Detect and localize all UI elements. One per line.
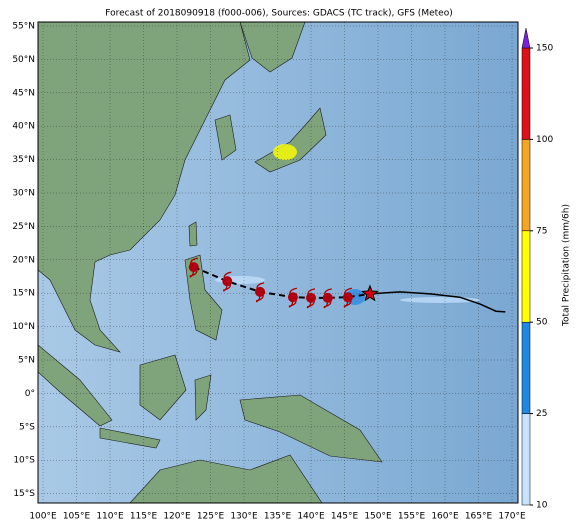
track-point bbox=[255, 286, 266, 297]
lat-label: 15°S bbox=[13, 489, 35, 499]
lat-label: 30°N bbox=[12, 189, 35, 199]
lat-label: 10°S bbox=[13, 456, 35, 466]
colorbar-tick-label: 50 bbox=[536, 318, 548, 328]
lon-label: 130°E bbox=[230, 512, 258, 522]
colorbar-tick-label: 75 bbox=[536, 226, 547, 236]
lat-label: 5°S bbox=[19, 422, 35, 432]
lon-label: 160°E bbox=[431, 512, 459, 522]
lat-label: 40°N bbox=[12, 122, 35, 132]
map-frame bbox=[37, 21, 519, 504]
lon-label: 155°E bbox=[398, 512, 426, 522]
lat-label: 35°N bbox=[12, 155, 35, 165]
forecast-track bbox=[369, 291, 506, 313]
lat-label: 45°N bbox=[12, 88, 35, 98]
colorbar-segment bbox=[521, 321, 531, 414]
track-point bbox=[322, 292, 333, 303]
map-title: Forecast of 2018090918 (f000-006), Sourc… bbox=[105, 9, 452, 19]
lon-label: 140°E bbox=[297, 512, 325, 522]
colorbar-tick-label: 100 bbox=[536, 135, 553, 145]
lon-label: 165°E bbox=[465, 512, 493, 522]
colorbar-extension bbox=[521, 27, 531, 49]
track-point bbox=[222, 276, 233, 287]
colorbar-tick-label: 150 bbox=[536, 44, 553, 54]
colorbar-segment bbox=[521, 413, 531, 506]
lat-label: 0° bbox=[25, 389, 35, 399]
colorbar-segment bbox=[521, 47, 531, 140]
track-point bbox=[306, 292, 316, 303]
lon-label: 115°E bbox=[130, 512, 158, 522]
lon-label: 145°E bbox=[331, 512, 359, 522]
lat-label: 5°N bbox=[18, 356, 35, 366]
lon-label: 120°E bbox=[163, 512, 191, 522]
track-point bbox=[342, 292, 353, 303]
land bbox=[38, 22, 480, 503]
track-point bbox=[188, 262, 199, 273]
lat-label: 50°N bbox=[12, 55, 35, 65]
lon-label: 135°E bbox=[264, 512, 292, 522]
lon-label: 100°E bbox=[29, 512, 57, 522]
colorbar-tick-label: 10 bbox=[536, 501, 548, 511]
colorbar-label: Total Precipitation (mm/6h) bbox=[562, 204, 572, 327]
lat-label: 10°N bbox=[12, 322, 35, 332]
lon-label: 150°E bbox=[364, 512, 392, 522]
lon-label: 125°E bbox=[197, 512, 225, 522]
lat-label: 55°N bbox=[12, 22, 35, 32]
lon-label: 170°E bbox=[498, 512, 526, 522]
lat-label: 25°N bbox=[12, 222, 35, 232]
current-position bbox=[361, 284, 379, 302]
lon-label: 110°E bbox=[96, 512, 124, 522]
colorbar-segment bbox=[521, 139, 531, 232]
lat-label: 15°N bbox=[12, 289, 35, 299]
lat-label: 20°N bbox=[12, 255, 35, 265]
colorbar-tick-label: 25 bbox=[536, 409, 547, 419]
lon-label: 105°E bbox=[63, 512, 91, 522]
track-point bbox=[287, 292, 298, 303]
colorbar-segment bbox=[521, 230, 531, 323]
